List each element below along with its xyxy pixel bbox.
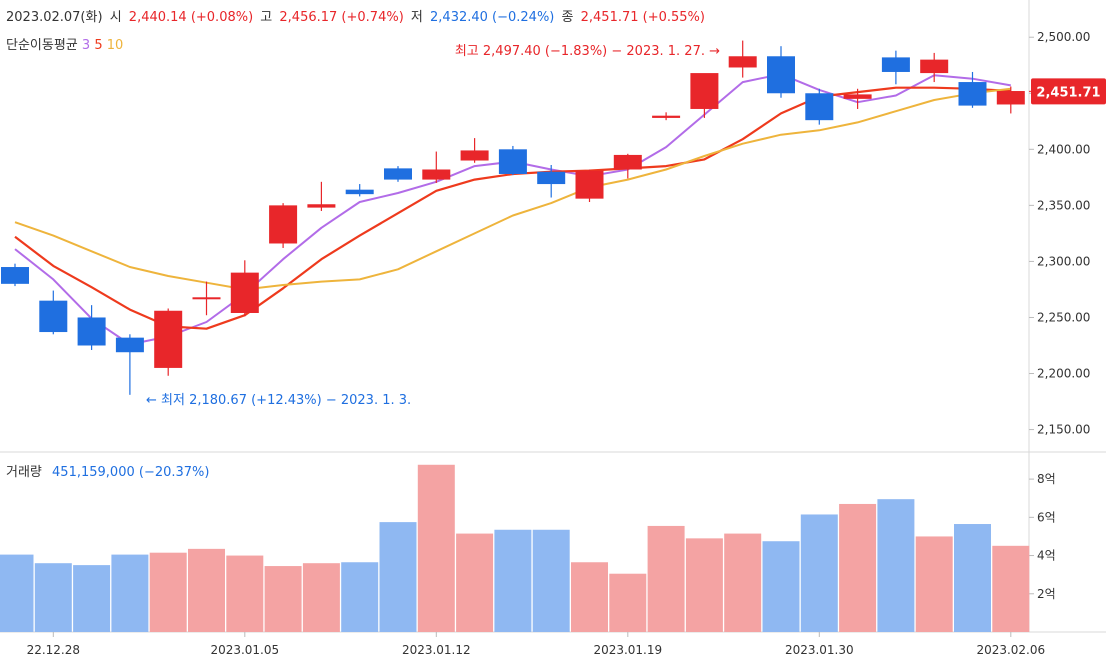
- price-tick-label: 2,300.00: [1037, 254, 1090, 268]
- candle-body: [881, 57, 910, 72]
- low-label: 저: [410, 10, 423, 25]
- price-tick-label: 2,400.00: [1037, 142, 1090, 156]
- volume-bar: [0, 554, 34, 632]
- ma10-legend: 10: [106, 38, 124, 53]
- candle-body: [843, 94, 872, 99]
- close-value: 2,451.71 (+0.55%): [580, 10, 705, 25]
- current-price-tag: [1031, 78, 1106, 105]
- volume-bar: [532, 529, 570, 632]
- volume-bar: [34, 563, 72, 632]
- candle-body: [575, 170, 604, 199]
- volume-tick-label: 4억: [1037, 549, 1056, 563]
- candle-body: [767, 56, 795, 94]
- ohlc-header: 2023.02.07(화) 시 2,440.14 (+0.08%) 고 2,45…: [6, 6, 708, 25]
- volume-tick-label: 8억: [1037, 472, 1056, 486]
- price-tick-label: 2,350.00: [1037, 198, 1090, 212]
- volume-bar: [456, 533, 494, 632]
- ma10-line: [14, 87, 1011, 291]
- time-tick-label: 2023.01.19: [593, 643, 662, 657]
- candle-body: [77, 317, 106, 346]
- volume-bar: [264, 566, 302, 632]
- volume-bar: [685, 538, 723, 632]
- candle-body: [460, 150, 489, 161]
- volume-bar: [724, 533, 762, 632]
- moving-average-legend[interactable]: 단순이동평균 3 5 10: [6, 34, 123, 53]
- time-tick-label: 2023.01.12: [402, 643, 471, 657]
- candle-body: [269, 205, 298, 244]
- volume-bar: [571, 562, 608, 632]
- volume-value: 451,159,000 (−20.37%): [52, 465, 210, 480]
- ma-legend-label: 단순이동평균: [6, 38, 78, 53]
- time-tick-label: 2023.02.06: [976, 643, 1045, 657]
- volume-legend[interactable]: 거래량 451,159,000 (−20.37%): [6, 461, 209, 480]
- high-annotation: 최고 2,497.40 (−1.83%) − 2023. 1. 27. →: [454, 44, 720, 59]
- candle-body: [805, 93, 834, 121]
- candle-body: [613, 154, 642, 170]
- candle-body: [920, 59, 949, 74]
- candle-body: [728, 56, 757, 68]
- ma5-line: [14, 86, 1011, 330]
- volume-bar: [302, 563, 340, 632]
- volume-bar: [839, 503, 877, 632]
- time-tick-label: 2023.01.05: [210, 643, 279, 657]
- volume-bar: [800, 514, 838, 632]
- candle-body: [652, 115, 681, 118]
- open-value: 2,440.14 (+0.08%): [128, 10, 254, 25]
- candle-body: [422, 169, 451, 180]
- volume-bar: [226, 555, 264, 632]
- candle-body: [537, 171, 566, 185]
- close-label: 종: [561, 10, 574, 25]
- volume-bar: [379, 522, 417, 632]
- candle-body: [154, 310, 183, 368]
- volume-bar: [188, 548, 225, 632]
- price-tick-label: 2,150.00: [1037, 423, 1090, 437]
- volume-bar: [954, 524, 991, 632]
- volume-bar: [111, 554, 149, 632]
- volume-bar: [494, 529, 532, 632]
- low-value: 2,432.40 (−0.24%): [430, 10, 555, 25]
- low-annotation: ← 최저 2,180.67 (+12.43%) − 2023. 1. 3.: [146, 393, 412, 408]
- volume-tick-label: 6억: [1037, 510, 1056, 524]
- time-tick-label: 2023.01.30: [785, 643, 854, 657]
- ma3-legend: 3: [81, 38, 91, 53]
- ma5-legend: 5: [94, 38, 103, 53]
- time-tick-label: 22.12.28: [27, 643, 80, 657]
- candle-body: [345, 189, 374, 195]
- price-tick-label: 2,500.00: [1037, 30, 1090, 44]
- high-label: 고: [260, 10, 273, 25]
- candle-body: [498, 149, 527, 174]
- candle-body: [384, 168, 412, 180]
- open-label: 시: [109, 10, 122, 25]
- candle-body: [958, 82, 987, 106]
- price-tick-label: 2,200.00: [1037, 367, 1090, 381]
- candle-body: [115, 337, 144, 353]
- candle-body: [307, 204, 336, 208]
- volume-tick-label: 2억: [1037, 587, 1056, 601]
- high-value: 2,456.17 (+0.74%): [279, 10, 404, 25]
- ma3-line: [14, 73, 1011, 346]
- candle-body: [1, 267, 29, 284]
- header-date: 2023.02.07(화): [6, 10, 103, 25]
- volume-bar: [992, 545, 1030, 632]
- volume-bar: [647, 525, 685, 632]
- current-price-label: 2,451.71: [1036, 85, 1100, 100]
- candle-body: [690, 73, 719, 109]
- candle-body: [39, 300, 68, 333]
- candle-body: [230, 272, 259, 313]
- price-tick-label: 2,250.00: [1037, 310, 1090, 324]
- candle-body: [996, 91, 1025, 105]
- volume-bar: [417, 464, 455, 632]
- volume-label: 거래량: [6, 465, 42, 480]
- volume-bar: [915, 536, 953, 632]
- volume-bar: [762, 541, 800, 632]
- volume-bar: [73, 565, 111, 632]
- volume-bar: [609, 573, 647, 632]
- candle-body: [192, 297, 221, 300]
- volume-bar: [877, 499, 915, 632]
- volume-bar: [341, 562, 379, 632]
- volume-bar: [149, 552, 187, 632]
